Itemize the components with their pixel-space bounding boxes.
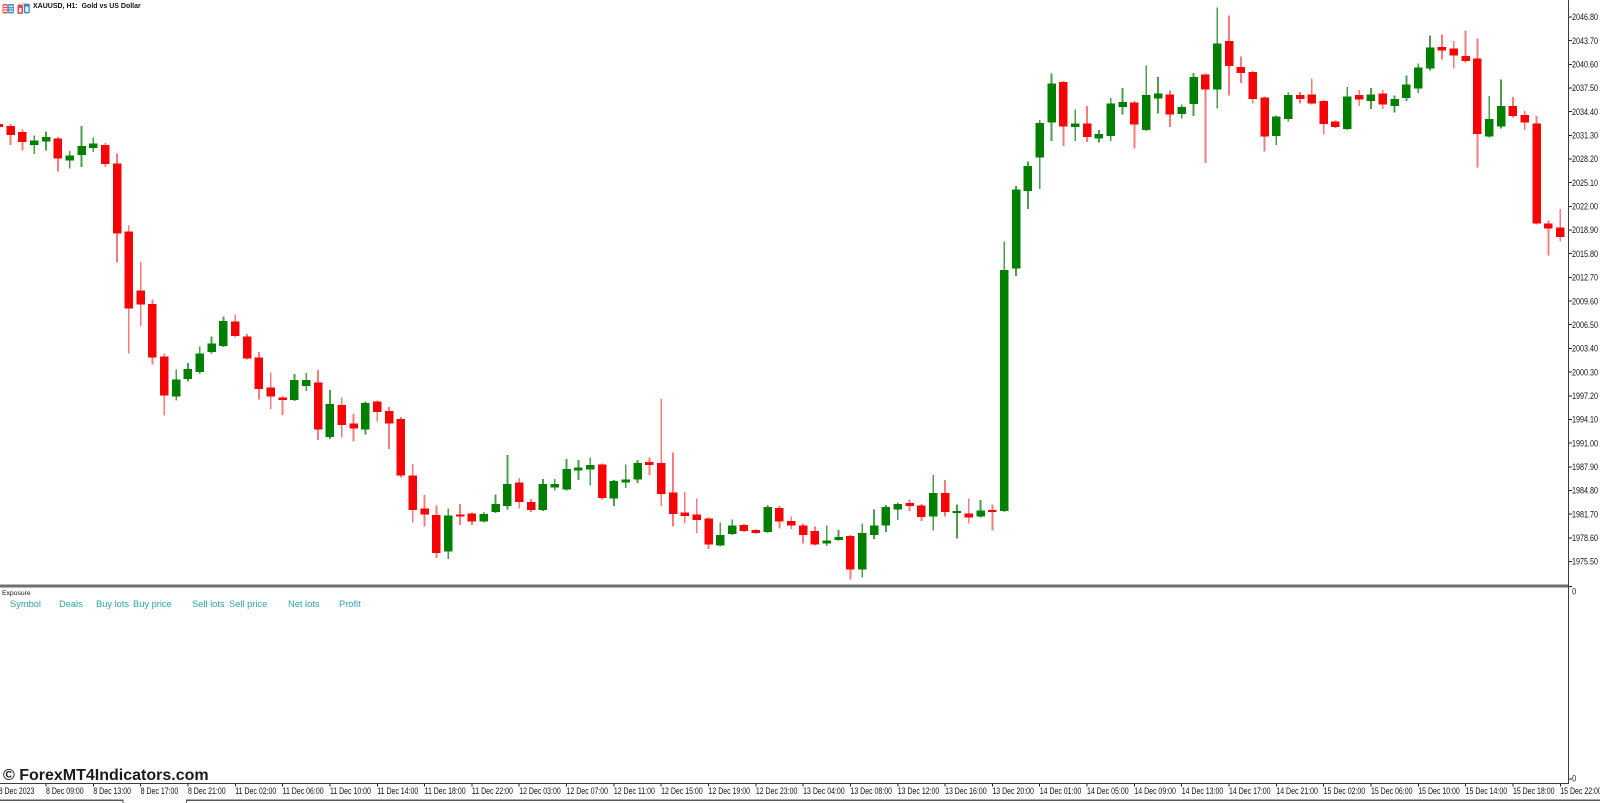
svg-text:2040.60: 2040.60: [1572, 60, 1598, 70]
svg-text:2006.50: 2006.50: [1572, 320, 1598, 330]
svg-text:8 Dec 13:00: 8 Dec 13:00: [93, 786, 131, 796]
svg-text:2031.30: 2031.30: [1572, 131, 1598, 141]
svg-text:2018.90: 2018.90: [1572, 225, 1598, 235]
svg-text:15 Dec 10:00: 15 Dec 10:00: [1418, 786, 1460, 796]
svg-text:15 Dec 06:00: 15 Dec 06:00: [1371, 786, 1413, 796]
svg-text:2028.20: 2028.20: [1572, 154, 1598, 164]
svg-text:1987.90: 1987.90: [1572, 462, 1598, 472]
svg-text:1991.00: 1991.00: [1572, 439, 1598, 449]
svg-text:15 Dec 18:00: 15 Dec 18:00: [1513, 786, 1555, 796]
svg-text:15 Dec 14:00: 15 Dec 14:00: [1466, 786, 1508, 796]
svg-text:14 Dec 17:00: 14 Dec 17:00: [1229, 786, 1271, 796]
svg-text:14 Dec 09:00: 14 Dec 09:00: [1134, 786, 1176, 796]
svg-text:0: 0: [1572, 774, 1576, 784]
svg-text:2009.60: 2009.60: [1572, 297, 1598, 307]
svg-text:0: 0: [1572, 587, 1576, 597]
svg-text:11 Dec 06:00: 11 Dec 06:00: [283, 786, 324, 796]
svg-text:14 Dec 01:00: 14 Dec 01:00: [1040, 786, 1082, 796]
svg-text:12 Dec 03:00: 12 Dec 03:00: [519, 786, 561, 796]
svg-text:2000.30: 2000.30: [1572, 368, 1598, 378]
svg-text:8 Dec 09:00: 8 Dec 09:00: [46, 786, 84, 796]
svg-text:1997.20: 1997.20: [1572, 391, 1598, 401]
svg-text:8 Dec 17:00: 8 Dec 17:00: [141, 786, 179, 796]
svg-text:12 Dec 19:00: 12 Dec 19:00: [709, 786, 751, 796]
svg-text:11 Dec 02:00: 11 Dec 02:00: [235, 786, 276, 796]
svg-text:11 Dec 22:00: 11 Dec 22:00: [472, 786, 513, 796]
svg-text:12 Dec 15:00: 12 Dec 15:00: [661, 786, 703, 796]
svg-text:14 Dec 13:00: 14 Dec 13:00: [1182, 786, 1224, 796]
svg-text:2012.70: 2012.70: [1572, 273, 1598, 283]
svg-text:15 Dec 22:00: 15 Dec 22:00: [1560, 786, 1600, 796]
svg-text:2034.40: 2034.40: [1572, 107, 1598, 117]
svg-text:14 Dec 05:00: 14 Dec 05:00: [1087, 786, 1129, 796]
svg-text:1984.80: 1984.80: [1572, 486, 1598, 496]
svg-text:8 Dec 2023: 8 Dec 2023: [0, 786, 35, 796]
svg-text:2003.40: 2003.40: [1572, 344, 1598, 354]
svg-text:11 Dec 10:00: 11 Dec 10:00: [330, 786, 371, 796]
svg-text:12 Dec 11:00: 12 Dec 11:00: [614, 786, 655, 796]
svg-text:13 Dec 04:00: 13 Dec 04:00: [803, 786, 845, 796]
svg-text:1994.10: 1994.10: [1572, 415, 1598, 425]
svg-text:8 Dec 21:00: 8 Dec 21:00: [188, 786, 226, 796]
svg-text:13 Dec 16:00: 13 Dec 16:00: [945, 786, 987, 796]
svg-text:2037.50: 2037.50: [1572, 83, 1598, 93]
svg-text:1981.70: 1981.70: [1572, 510, 1598, 520]
svg-text:2025.10: 2025.10: [1572, 178, 1598, 188]
svg-text:2022.00: 2022.00: [1572, 202, 1598, 212]
svg-text:2043.70: 2043.70: [1572, 36, 1598, 46]
svg-text:14 Dec 21:00: 14 Dec 21:00: [1276, 786, 1318, 796]
svg-text:12 Dec 23:00: 12 Dec 23:00: [756, 786, 798, 796]
svg-text:2015.80: 2015.80: [1572, 249, 1598, 259]
svg-text:13 Dec 20:00: 13 Dec 20:00: [992, 786, 1034, 796]
svg-text:13 Dec 08:00: 13 Dec 08:00: [850, 786, 892, 796]
svg-text:1978.60: 1978.60: [1572, 533, 1598, 543]
svg-text:12 Dec 07:00: 12 Dec 07:00: [567, 786, 609, 796]
svg-text:11 Dec 18:00: 11 Dec 18:00: [425, 786, 466, 796]
svg-text:2046.80: 2046.80: [1572, 12, 1598, 22]
svg-text:13 Dec 12:00: 13 Dec 12:00: [898, 786, 940, 796]
svg-text:15 Dec 02:00: 15 Dec 02:00: [1324, 786, 1366, 796]
svg-text:1975.50: 1975.50: [1572, 557, 1598, 567]
svg-text:11 Dec 14:00: 11 Dec 14:00: [377, 786, 418, 796]
